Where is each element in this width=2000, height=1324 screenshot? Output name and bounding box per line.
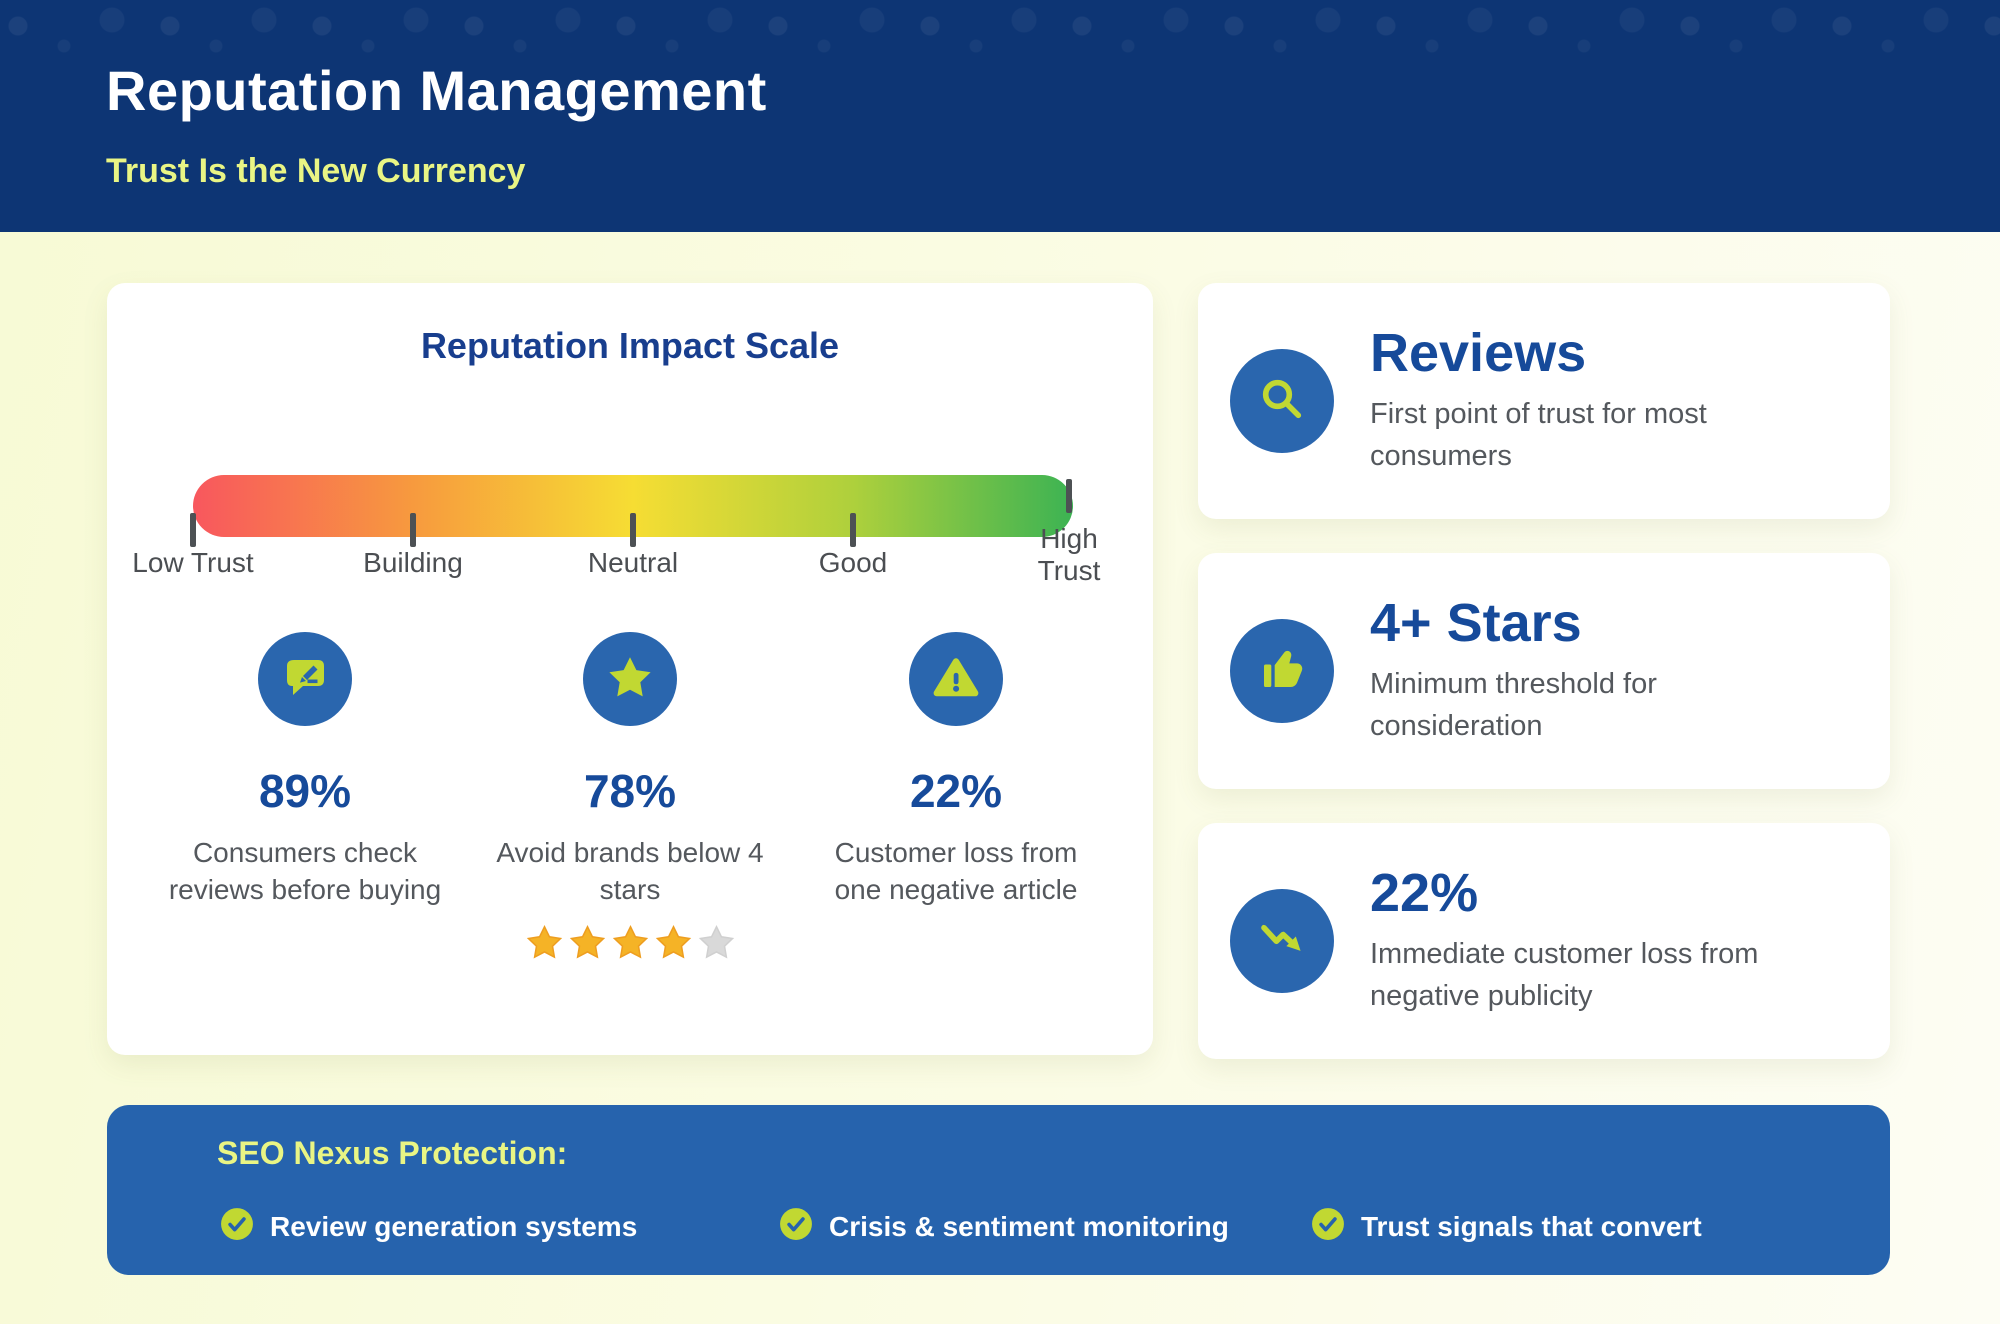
card-icon-circle xyxy=(1230,889,1334,993)
search-icon xyxy=(1255,372,1309,431)
thumbs-up-icon xyxy=(1255,642,1309,701)
trend-down-icon xyxy=(1255,912,1309,971)
card-description: Immediate customer loss from negative pu… xyxy=(1370,938,1759,1013)
card-title: 4+ Stars xyxy=(1370,592,1582,653)
protection-item-review-generation: Review generation systems xyxy=(220,1207,637,1246)
check-icon xyxy=(779,1207,813,1246)
protection-item-label: Review generation systems xyxy=(270,1210,638,1242)
card-text-block: 22% Immediate customer loss from negativ… xyxy=(1370,862,1800,1018)
warning-icon xyxy=(931,652,981,707)
card-description: Minimum threshold for consideration xyxy=(1370,668,1657,743)
card-title: Reviews xyxy=(1370,322,1587,383)
card-text-block: 4+ Stars Minimum threshold for considera… xyxy=(1370,592,1800,748)
star-rating xyxy=(460,924,800,961)
stat-icon-circle xyxy=(583,632,677,726)
rating-star-empty xyxy=(698,924,735,961)
impact-scale-title: Reputation Impact Scale xyxy=(420,325,840,366)
highlight-card-4-plus-stars: 4+ Stars Minimum threshold for considera… xyxy=(1198,553,1890,789)
card-description: First point of trust for most consumers xyxy=(1370,398,1707,473)
rating-star-filled xyxy=(655,924,692,961)
card-title: 22% xyxy=(1370,862,1479,923)
scale-tick-high-trust xyxy=(1066,479,1072,513)
card-icon-circle xyxy=(1230,619,1334,723)
rating-star-filled xyxy=(569,924,606,961)
protection-item-trust-signals: Trust signals that convert xyxy=(1311,1207,1702,1246)
scale-tick-good xyxy=(850,513,856,547)
stat-column-reviews-checked: 89% Consumers check reviews before buyin… xyxy=(135,632,475,908)
stat-value: 89% xyxy=(258,765,352,817)
stat-description: Consumers check reviews before buying xyxy=(168,837,442,905)
header: Reputation Management Trust Is the New C… xyxy=(0,0,2000,232)
page-title: Reputation Management xyxy=(106,59,767,122)
scale-label-good: Good xyxy=(818,547,888,578)
stat-description: Avoid brands below 4 stars xyxy=(496,837,764,905)
stat-value: 22% xyxy=(909,765,1003,817)
card-text-block: Reviews First point of trust for most co… xyxy=(1370,322,1800,478)
scale-label-building: Building xyxy=(363,547,463,578)
protection-banner-title: SEO Nexus Protection: xyxy=(217,1135,568,1171)
scale-label-low-trust: Low Trust xyxy=(132,547,254,578)
rating-star-filled xyxy=(612,924,649,961)
star-icon xyxy=(605,652,655,707)
scale-label-neutral: Neutral xyxy=(587,547,679,578)
scale-tick-neutral xyxy=(630,513,636,547)
scale-tick-building xyxy=(410,513,416,547)
stat-icon-circle xyxy=(909,632,1003,726)
protection-banner: SEO Nexus Protection: Review generation … xyxy=(107,1105,1890,1275)
impact-scale-card: Reputation Impact Scale Low Trust Buildi… xyxy=(107,283,1153,1055)
protection-item-crisis-monitoring: Crisis & sentiment monitoring xyxy=(779,1207,1229,1246)
protection-item-label: Crisis & sentiment monitoring xyxy=(829,1210,1229,1242)
page-subtitle: Trust Is the New Currency xyxy=(106,152,526,190)
highlight-card-customer-loss: 22% Immediate customer loss from negativ… xyxy=(1198,823,1890,1059)
scale-tick-low-trust xyxy=(190,513,196,547)
scale-label-high-trust: High Trust xyxy=(1037,523,1101,586)
check-icon xyxy=(220,1207,254,1246)
rating-star-filled xyxy=(526,924,563,961)
review-icon xyxy=(281,653,329,706)
header-pattern-decor xyxy=(0,0,2000,100)
stat-column-negative-article: 22% Customer loss from one negative arti… xyxy=(786,632,1126,908)
check-icon xyxy=(1311,1207,1345,1246)
highlight-card-reviews: Reviews First point of trust for most co… xyxy=(1198,283,1890,519)
stat-description: Customer loss from one negative article xyxy=(834,837,1078,905)
stat-icon-circle xyxy=(258,632,352,726)
card-icon-circle xyxy=(1230,349,1334,453)
protection-item-label: Trust signals that convert xyxy=(1361,1210,1702,1242)
stat-column-avoid-brands: 78% Avoid brands below 4 stars xyxy=(460,632,800,961)
stat-value: 78% xyxy=(583,765,677,817)
